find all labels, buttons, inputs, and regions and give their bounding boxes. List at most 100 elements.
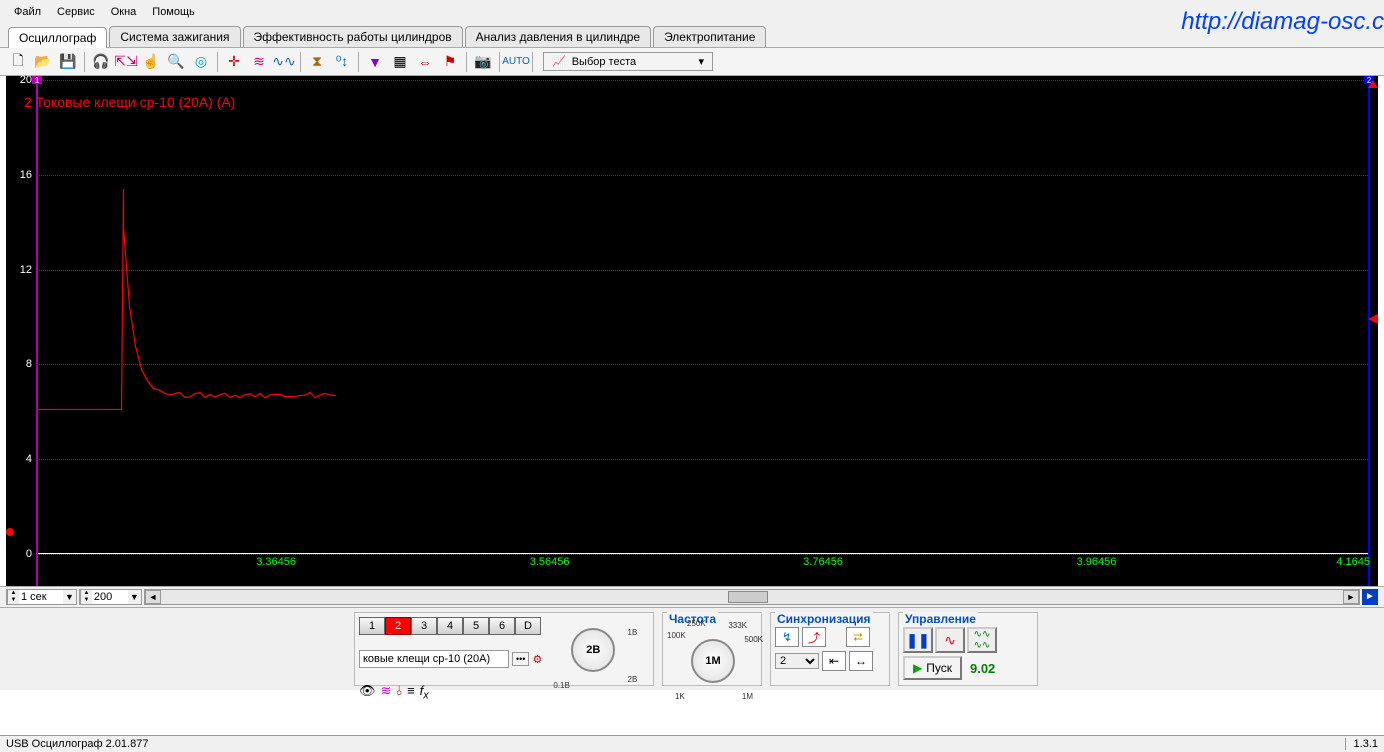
watermark-link[interactable]: http://diamag-osc.c — [1181, 8, 1384, 36]
hourglass-icon[interactable]: ⧗ — [305, 51, 329, 73]
horizontal-scrollbar[interactable]: ◄ ► — [144, 589, 1360, 605]
pointer-icon[interactable]: ☝ — [139, 51, 163, 73]
channel-d-button[interactable]: D — [515, 617, 541, 635]
wave-ac-icon[interactable]: ≋ — [381, 683, 392, 702]
scroll-left-icon[interactable]: ◄ — [145, 590, 161, 604]
channel-label: 2 Токовые клещи cp-10 (20A) (A) — [24, 94, 235, 110]
eye-icon[interactable]: 👁 — [359, 683, 376, 702]
scroll-right-icon[interactable]: ► — [1343, 590, 1359, 604]
oscilloscope-display[interactable]: 048121620 2 Токовые клещи cp-10 (20A) (A… — [6, 76, 1378, 586]
zoom-fit-icon[interactable]: ⇱⇲ — [114, 51, 138, 73]
single-wave-button[interactable]: ∿ — [935, 627, 965, 653]
control-panel: 1 2 3 4 5 6 D ••• ⚙ 2B 0.1B1B2B 👁 ≋ ⫰ ≡ … — [0, 608, 1384, 690]
status-right: 1.3.1 — [1345, 738, 1378, 750]
y-tick: 16 — [20, 169, 32, 181]
probe-input[interactable] — [359, 650, 509, 668]
multi-wave-button[interactable]: ∿∿∿∿ — [967, 627, 997, 653]
sync-rise-icon[interactable]: ⤴ — [802, 627, 826, 647]
control-value: 9.02 — [970, 661, 995, 676]
pause-button[interactable]: ❚❚ — [903, 627, 933, 653]
status-bar: USB Осциллограф 2.01.877 1.3.1 — [0, 735, 1384, 752]
menu-help[interactable]: Помощь — [146, 4, 201, 20]
status-version: 2.01.877 — [106, 738, 149, 750]
waves2-icon[interactable]: ∿∿ — [272, 51, 296, 73]
probe-config-icon[interactable]: ⚙ — [532, 653, 542, 666]
control-group: Управление ❚❚ ∿ ∿∿∿∿ ▶Пуск 9.02 — [898, 612, 1038, 686]
status-device: USB Осциллограф — [6, 738, 103, 750]
y-tick: 0 — [26, 548, 32, 560]
tab-power[interactable]: Электропитание — [653, 26, 766, 47]
scroll-thumb[interactable] — [728, 591, 768, 603]
zero-icon[interactable]: ⁰↕ — [330, 51, 354, 73]
channel-1-button[interactable]: 1 — [359, 617, 385, 635]
tab-bar: Осциллограф Система зажигания Эффективно… — [0, 24, 1384, 48]
menu-windows[interactable]: Окна — [105, 4, 143, 20]
sync-mode-icon[interactable]: ⮂ — [846, 627, 870, 647]
run-button[interactable]: ▶Пуск — [903, 656, 962, 680]
channel-group: 1 2 3 4 5 6 D ••• ⚙ 2B 0.1B1B2B 👁 ≋ ⫰ ≡ … — [354, 612, 654, 686]
x-tick: 3.96456 — [1077, 556, 1117, 568]
headphones-icon[interactable]: 🎧 — [89, 51, 113, 73]
channel-4-button[interactable]: 4 — [437, 617, 463, 635]
tab-pressure-analysis[interactable]: Анализ давления в цилиндре — [465, 26, 651, 47]
control-title: Управление — [903, 612, 978, 626]
sync-edge-icon[interactable]: ↯ — [775, 627, 799, 647]
timebase-row: ▲▼ ▼ ▲▼ ▼ ◄ ► ► — [0, 586, 1384, 608]
flag-icon[interactable]: ⚑ — [438, 51, 462, 73]
wave-dc-icon[interactable]: ⫰ — [396, 683, 402, 702]
x-axis: 3.364563.564563.764563.964564.1645 — [36, 556, 1370, 576]
new-icon[interactable]: 🗋 — [6, 51, 30, 73]
y-tick: 8 — [26, 358, 32, 370]
menu-file[interactable]: Файл — [8, 4, 47, 20]
channel-6-button[interactable]: 6 — [489, 617, 515, 635]
cursor-left-marker[interactable]: 1 — [32, 76, 42, 84]
menu-service[interactable]: Сервис — [51, 4, 101, 20]
tab-oscilloscope[interactable]: Осциллограф — [8, 27, 107, 48]
test-selector-label: Выбор теста — [572, 56, 636, 68]
y-tick: 20 — [20, 74, 32, 86]
frequency-group: Частота 1M 1K 100K 250K 333K 500K 1M — [662, 612, 762, 686]
y-tick: 12 — [20, 264, 32, 276]
sync-left-icon[interactable]: ⇤ — [822, 651, 846, 671]
y-axis: 048121620 — [6, 76, 36, 556]
x-tick: 3.76456 — [803, 556, 843, 568]
sync-group: Синхронизация ↯ ⤴ ⮂ 2 ⇤ ↔ — [770, 612, 890, 686]
trigger-marker-left[interactable] — [6, 528, 14, 536]
crosshair-icon[interactable]: ✛ — [222, 51, 246, 73]
cursor-right[interactable] — [1368, 76, 1370, 586]
target-icon[interactable]: ◎ — [189, 51, 213, 73]
grid-icon[interactable]: ▦ — [388, 51, 412, 73]
x-tick: 3.56456 — [530, 556, 570, 568]
samples-spinner[interactable]: ▲▼ ▼ — [79, 589, 142, 605]
tab-cylinder-efficiency[interactable]: Эффективность работы цилиндров — [243, 26, 463, 47]
time-spinner[interactable]: ▲▼ ▼ — [6, 589, 77, 605]
cursor-left[interactable] — [36, 76, 38, 586]
open-icon[interactable]: 📂 — [31, 51, 55, 73]
zoom-icon[interactable]: 🔍 — [164, 51, 188, 73]
channel-2-button[interactable]: 2 — [385, 617, 411, 635]
fx-icon[interactable]: fx — [420, 683, 429, 702]
waves1-icon[interactable]: ≋ — [247, 51, 271, 73]
channel-3-button[interactable]: 3 — [411, 617, 437, 635]
test-selector[interactable]: 📈 Выбор теста ▾ — [543, 52, 713, 71]
toolbar: 🗋 📂 💾 🎧 ⇱⇲ ☝ 🔍 ◎ ✛ ≋ ∿∿ ⧗ ⁰↕ ▼ ▦ ⇔ ⚑ 📷 A… — [0, 48, 1384, 76]
sync-title: Синхронизация — [775, 612, 873, 626]
sync-channel-select[interactable]: 2 — [775, 653, 819, 669]
scroll-end-icon[interactable]: ► — [1362, 589, 1378, 605]
probe-more-icon[interactable]: ••• — [512, 652, 529, 666]
chart-icon: 📈 — [552, 55, 566, 68]
save-icon[interactable]: 💾 — [56, 51, 80, 73]
samples-input[interactable] — [92, 590, 128, 604]
waveform-trace — [36, 80, 336, 554]
time-input[interactable] — [19, 590, 63, 604]
ground-icon[interactable]: ≡ — [407, 683, 415, 702]
sync-center-icon[interactable]: ↔ — [849, 651, 873, 671]
auto-icon[interactable]: AUTO — [504, 51, 528, 73]
tab-ignition[interactable]: Система зажигания — [109, 26, 240, 47]
split-icon[interactable]: ⇔ — [413, 51, 437, 73]
filter-icon[interactable]: ▼ — [363, 51, 387, 73]
channel-5-button[interactable]: 5 — [463, 617, 489, 635]
x-tick: 3.36456 — [256, 556, 296, 568]
menu-bar: Файл Сервис Окна Помощь — [0, 0, 1384, 24]
camera-icon[interactable]: 📷 — [471, 51, 495, 73]
